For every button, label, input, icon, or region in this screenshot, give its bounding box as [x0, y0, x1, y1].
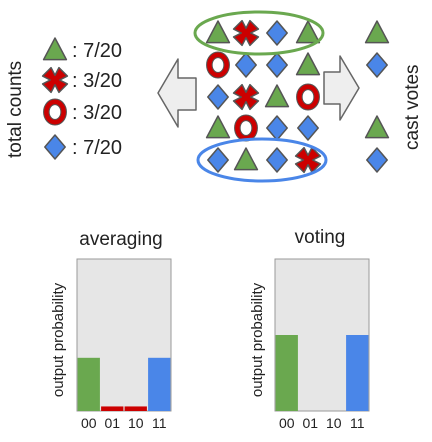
diamond-icon: [235, 52, 257, 78]
diamond-icon: [366, 52, 388, 78]
bottom-row-highlight: [196, 137, 328, 183]
x-tick-01: 01: [302, 415, 318, 431]
triangle-icon: [295, 20, 321, 44]
triangle-icon: [364, 20, 390, 44]
ring-icon: [234, 114, 258, 142]
ring-icon: [296, 83, 320, 111]
legend-count-ring: : 3/20: [72, 102, 122, 124]
cross-icon: [232, 19, 260, 47]
voting-chart: 00 01 10 11: [274, 258, 370, 431]
x-tick-11: 11: [350, 415, 365, 431]
averaging-chart: 00 01 10 11: [76, 258, 172, 431]
legend-count-diamond: : 7/20: [72, 137, 122, 159]
triangle-icon: [295, 52, 321, 76]
legend-triangle-icon: [42, 37, 68, 61]
diamond-icon: [207, 147, 229, 173]
legend: : 7/20 : 3/20 : 3/20 : 7/20: [41, 37, 122, 160]
legend-count-triangle: : 7/20: [72, 40, 122, 62]
x-tick-00: 00: [279, 415, 295, 431]
voting-ylabel: output probability: [249, 282, 266, 397]
x-tick-10: 10: [128, 415, 144, 431]
diamond-icon: [266, 115, 288, 141]
triangle-icon: [42, 37, 68, 61]
triangle-icon: [233, 147, 259, 171]
cross-icon: [294, 146, 322, 174]
diamond-icon: [366, 147, 388, 173]
x-tick-11: 11: [152, 415, 167, 431]
cast-votes-label: cast votes: [402, 64, 423, 150]
ring-icon: [206, 51, 230, 79]
voting-chart-title: voting: [295, 227, 346, 248]
bar-11: [346, 335, 369, 411]
ring-icon: [43, 98, 67, 126]
triangle-icon: [264, 84, 290, 108]
legend-cross-icon: [41, 66, 69, 94]
right-arrow-icon: [323, 55, 360, 121]
averaging-chart-title: averaging: [79, 229, 162, 250]
x-tick-00: 00: [81, 415, 97, 431]
diamond-icon: [266, 20, 288, 46]
cross-icon: [232, 83, 260, 111]
triangle-icon: [205, 115, 231, 139]
averaging-ylabel: output probability: [50, 282, 67, 397]
total-counts-label: total counts: [5, 61, 26, 158]
bar-00: [275, 335, 298, 411]
diamond-icon: [266, 147, 288, 173]
legend-count-cross: : 3/20: [72, 70, 122, 92]
bar-01: [101, 406, 124, 411]
triangle-icon: [205, 20, 231, 44]
diamond-icon: [266, 52, 288, 78]
left-arrow-icon: [157, 58, 197, 128]
bar-10: [124, 406, 147, 411]
x-tick-01: 01: [104, 415, 120, 431]
bar-11: [148, 357, 171, 411]
x-tick-10: 10: [326, 415, 342, 431]
vote-column: [364, 20, 390, 173]
bar-00: [77, 357, 100, 411]
legend-ring-icon: [43, 98, 67, 126]
shape-grid: [205, 19, 322, 174]
diamond-icon: [44, 134, 66, 160]
diamond-icon: [297, 115, 319, 141]
top-row-highlight: [193, 10, 325, 56]
cross-icon: [41, 66, 69, 94]
triangle-icon: [364, 115, 390, 139]
diamond-icon: [207, 84, 229, 110]
legend-diamond-icon: [44, 134, 66, 160]
